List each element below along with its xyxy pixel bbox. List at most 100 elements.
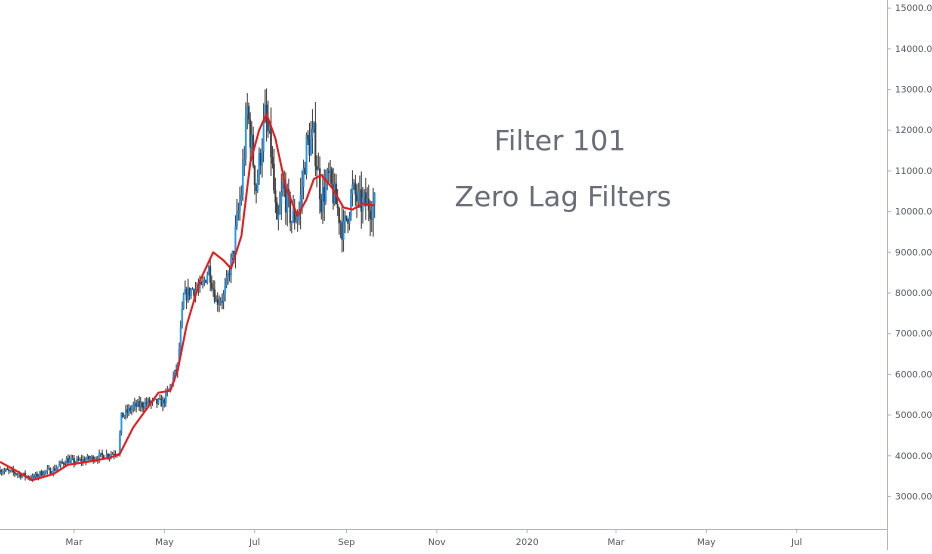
candle-body <box>234 226 237 254</box>
candle-body <box>304 167 306 175</box>
y-tick-label: 6000.00 <box>895 370 932 380</box>
candle <box>135 399 138 413</box>
candle-body <box>258 152 261 179</box>
candle-body <box>267 121 269 132</box>
candle-body <box>65 458 68 465</box>
candle <box>369 200 372 237</box>
candle-body <box>39 471 41 476</box>
candle-body <box>37 475 40 478</box>
candle-body <box>330 168 333 184</box>
candle-body <box>262 120 265 152</box>
candle <box>92 455 95 464</box>
candle-body <box>240 194 243 201</box>
candle-body <box>0 469 1 474</box>
candle-body <box>274 190 277 203</box>
candle <box>123 414 126 419</box>
candle <box>77 455 80 462</box>
candle-body <box>344 215 346 222</box>
candle-body <box>5 469 7 471</box>
candle-body <box>289 195 292 224</box>
candle <box>293 198 296 230</box>
candle <box>292 194 295 224</box>
candle-body <box>120 412 123 434</box>
candle-body <box>77 458 80 461</box>
candle <box>327 162 330 182</box>
candle <box>182 292 185 310</box>
candle-body <box>47 468 50 470</box>
candle <box>215 295 218 302</box>
candle <box>157 397 160 406</box>
candle <box>216 292 219 312</box>
candle-body <box>313 122 315 129</box>
y-axis[interactable]: 3000.00 4000.00 5000.00 6000.00 7000.00 8000.… <box>887 4 932 502</box>
candle <box>231 250 234 261</box>
y-tick-label: 5000.00 <box>895 411 932 421</box>
candle-body <box>212 288 215 290</box>
candle-body <box>70 458 72 460</box>
candle <box>321 174 324 224</box>
x-axis[interactable]: Mar May Jul Sep Nov 2020 Mar May Jul <box>66 529 803 548</box>
candle <box>3 467 6 475</box>
candle-body <box>9 469 12 471</box>
candle-body <box>142 407 145 409</box>
candle-body <box>87 456 90 460</box>
candle-body <box>268 125 271 132</box>
candle <box>187 278 189 304</box>
candle <box>326 167 329 191</box>
candle <box>160 394 163 407</box>
candle-body <box>15 473 18 475</box>
filter-line-layer <box>0 112 375 482</box>
candle-body <box>339 222 342 224</box>
candle-body <box>61 461 64 463</box>
candle-body <box>241 164 244 195</box>
candle <box>209 258 212 292</box>
candle-body <box>320 199 323 212</box>
candle-body <box>163 399 166 404</box>
candle-body <box>246 106 249 115</box>
candle <box>111 452 114 455</box>
candle <box>324 169 327 205</box>
candle-body <box>327 170 330 173</box>
candle <box>219 297 222 306</box>
y-tick-label: 9000.00 <box>895 248 932 258</box>
candle <box>344 210 346 234</box>
candle-body <box>12 469 15 473</box>
candle <box>256 169 259 194</box>
candle-body <box>31 475 34 480</box>
annotation-title: Filter 101 <box>494 124 626 157</box>
candle-body <box>363 192 366 198</box>
candle-body <box>105 453 108 458</box>
candle <box>71 454 74 461</box>
candle-body <box>278 203 281 215</box>
candle <box>249 112 252 162</box>
candle-body <box>132 405 135 409</box>
candle-body <box>373 193 376 204</box>
candle-body <box>324 183 327 202</box>
candle <box>273 148 275 194</box>
candle-body <box>222 294 225 302</box>
candle-body <box>84 459 87 462</box>
x-tick-label: Sep <box>338 538 355 548</box>
candle-body <box>67 458 70 463</box>
candle-body <box>49 468 52 474</box>
candle <box>304 161 306 175</box>
candle <box>46 464 49 475</box>
candle <box>227 270 229 285</box>
candle-body <box>227 273 229 277</box>
candle <box>132 401 135 413</box>
candle <box>357 182 360 209</box>
candle-body <box>62 462 65 465</box>
candle-body <box>147 399 149 404</box>
candle <box>207 265 210 276</box>
candle <box>47 465 50 470</box>
x-tick-label: Nov <box>428 538 446 548</box>
candle-body <box>338 207 341 224</box>
candle-body <box>256 178 259 192</box>
candle-body <box>203 280 206 282</box>
candle <box>290 220 293 234</box>
candle-body <box>191 289 194 291</box>
candle <box>351 170 354 207</box>
